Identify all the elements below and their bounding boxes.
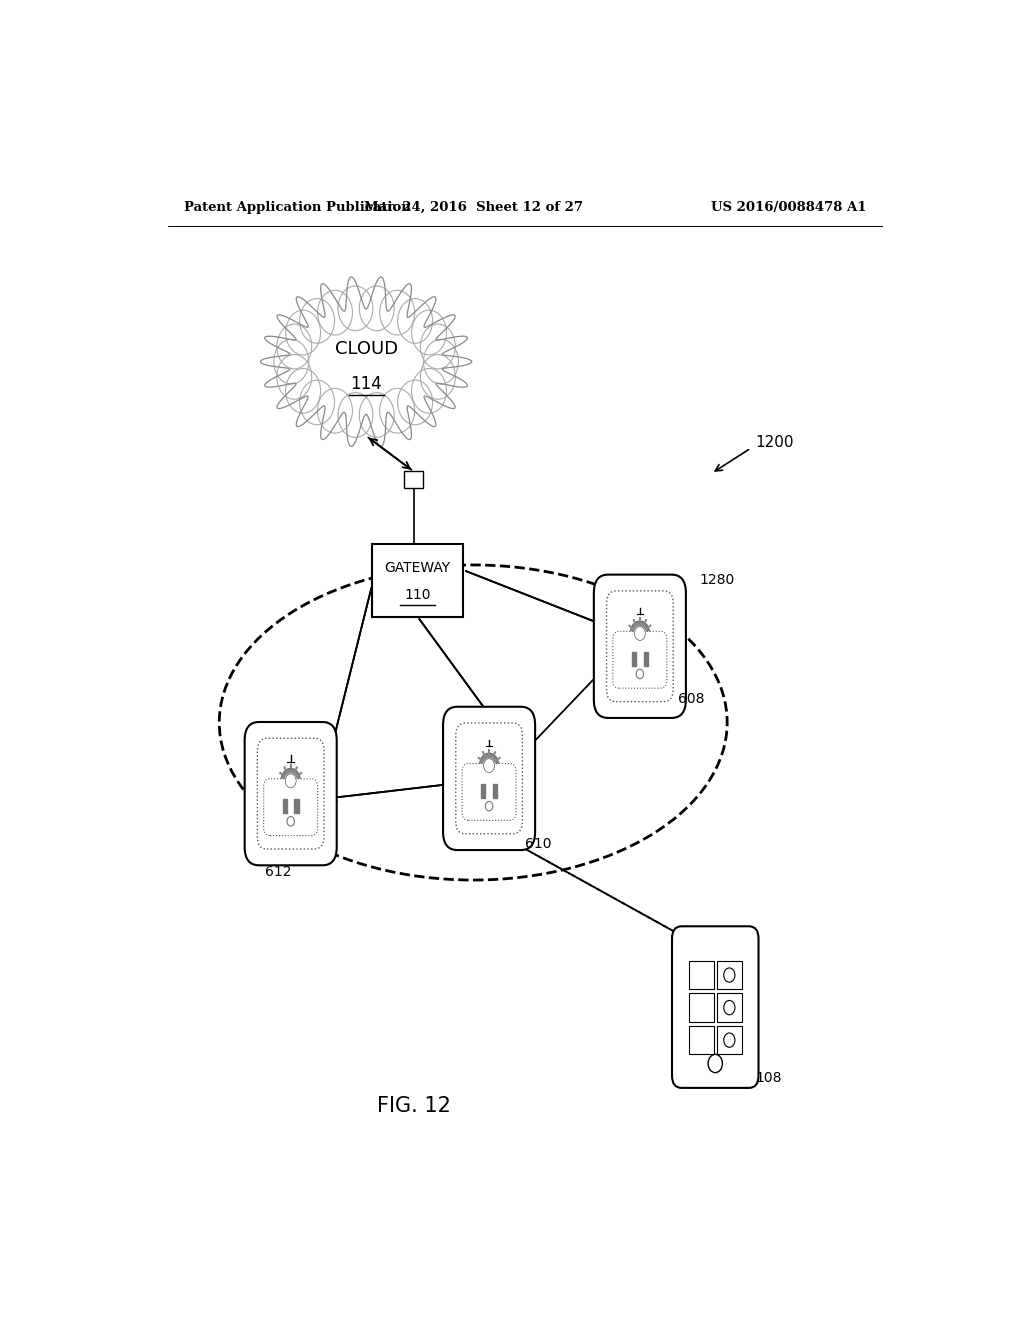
Text: 114: 114: [350, 375, 382, 393]
Circle shape: [631, 622, 649, 645]
Text: 612: 612: [265, 866, 292, 879]
FancyBboxPatch shape: [613, 631, 667, 688]
Circle shape: [359, 286, 394, 331]
Bar: [404, 471, 423, 487]
Circle shape: [276, 325, 311, 368]
Circle shape: [635, 627, 645, 640]
Text: FIG. 12: FIG. 12: [377, 1096, 451, 1115]
Polygon shape: [274, 293, 458, 430]
Bar: [493, 784, 497, 799]
Circle shape: [421, 325, 456, 368]
Circle shape: [483, 759, 495, 772]
Polygon shape: [260, 277, 472, 446]
Text: US 2016/0088478 A1: US 2016/0088478 A1: [711, 201, 866, 214]
Circle shape: [300, 298, 335, 343]
Text: 110: 110: [404, 589, 431, 602]
Text: 1280: 1280: [699, 573, 734, 587]
FancyBboxPatch shape: [245, 722, 337, 866]
Text: 1200: 1200: [755, 436, 794, 450]
Bar: [717, 961, 741, 989]
Circle shape: [380, 290, 415, 335]
Circle shape: [317, 388, 352, 433]
FancyBboxPatch shape: [594, 574, 686, 718]
Circle shape: [412, 368, 446, 413]
Circle shape: [397, 380, 432, 425]
Bar: [481, 784, 485, 799]
Bar: [295, 799, 299, 813]
Text: 610: 610: [524, 837, 551, 851]
FancyBboxPatch shape: [257, 738, 324, 849]
FancyBboxPatch shape: [606, 591, 673, 702]
Circle shape: [479, 754, 499, 777]
Circle shape: [424, 339, 459, 384]
FancyBboxPatch shape: [456, 723, 522, 834]
Bar: [717, 1026, 741, 1055]
Bar: [689, 994, 714, 1022]
Circle shape: [286, 310, 321, 355]
Bar: [717, 994, 741, 1022]
Text: CLOUD: CLOUD: [335, 341, 397, 359]
Circle shape: [273, 339, 308, 384]
Circle shape: [282, 768, 300, 793]
FancyBboxPatch shape: [672, 927, 759, 1088]
Text: 108: 108: [756, 1071, 782, 1085]
Circle shape: [286, 368, 321, 413]
Bar: [689, 1026, 714, 1055]
Circle shape: [412, 310, 446, 355]
FancyBboxPatch shape: [462, 763, 516, 820]
Circle shape: [380, 388, 415, 433]
Circle shape: [300, 380, 335, 425]
Text: Mar. 24, 2016  Sheet 12 of 27: Mar. 24, 2016 Sheet 12 of 27: [364, 201, 583, 214]
Circle shape: [359, 392, 394, 437]
Bar: [372, 544, 463, 616]
Bar: [689, 961, 714, 989]
Circle shape: [338, 286, 373, 331]
Text: 608: 608: [678, 692, 705, 705]
Text: Patent Application Publication: Patent Application Publication: [183, 201, 411, 214]
Circle shape: [397, 298, 432, 343]
Circle shape: [338, 392, 373, 437]
Circle shape: [317, 290, 352, 335]
FancyBboxPatch shape: [443, 706, 536, 850]
Circle shape: [276, 355, 311, 399]
Circle shape: [286, 774, 296, 788]
FancyBboxPatch shape: [264, 779, 317, 836]
Bar: [632, 652, 636, 665]
Bar: [283, 799, 287, 813]
Text: GATEWAY: GATEWAY: [385, 561, 451, 576]
Bar: [644, 652, 648, 665]
Circle shape: [421, 355, 456, 399]
